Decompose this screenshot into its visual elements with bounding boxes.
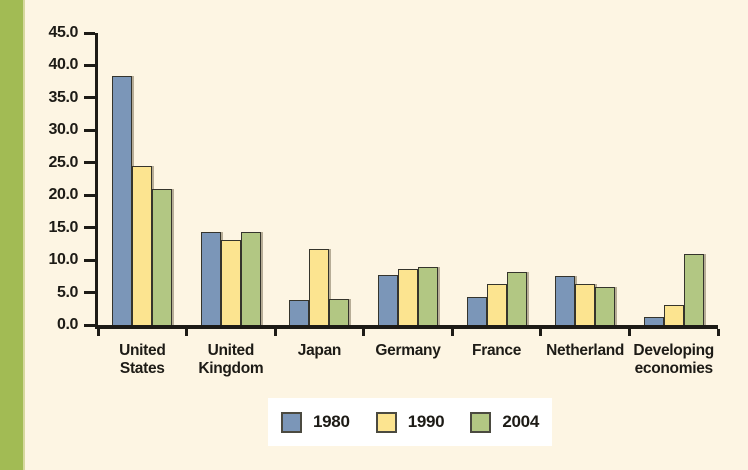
y-axis-tick [84,96,95,100]
x-label-united-kingdom: United Kingdom [198,342,264,377]
legend-swatch-1980 [281,411,302,433]
y-axis-tick-label: 15.0 [48,218,78,236]
legend-label-2004: 2004 [502,412,539,431]
y-axis-tick [84,226,95,230]
x-axis-tick [185,329,189,336]
x-label-developing-economies: Developing economies [633,342,714,377]
x-axis-labels: United States United Kingdom Japan Germany F… [95,342,718,386]
bar-group-france [452,33,541,325]
bar-2004-united-kingdom [240,231,261,325]
bar-2004-united-states [152,188,173,325]
bar-2004-japan [329,299,350,325]
y-axis-tick-label: 40.0 [48,56,78,74]
legend-label-1990: 1990 [407,412,445,431]
bar-1990-france [486,284,507,325]
x-label-germany: Germany [375,342,441,359]
y-axis-tick-label: 5.0 [56,283,78,301]
legend-swatch-2004 [470,411,492,433]
y-axis-tick [84,31,95,35]
x-axis-tick [627,329,631,336]
y-axis-tick-label: 20.0 [48,186,78,204]
bar-1980-united-kingdom [200,232,221,325]
bar-2004-france [506,271,527,325]
bar-1980-japan [289,300,310,325]
x-axis-tick [362,329,366,336]
x-label-france: France [472,342,522,359]
bar-2004-netherland [595,286,616,325]
legend-swatch-1990 [375,411,397,433]
y-axis-tick [84,258,95,262]
y-axis-tick-label: 10.0 [48,251,78,269]
bar-1990-united-kingdom [220,240,241,325]
bar-1980-united-states [112,76,133,325]
bar-group-germany [364,33,453,325]
bar-1980-netherland [555,275,576,325]
y-axis-tick-label: 0.0 [56,316,78,333]
y-axis-tick-label: 25.0 [48,153,78,171]
left-accent-stripe [0,0,25,470]
legend-label-1980: 1980 [313,412,350,431]
y-axis-tick-label: 30.0 [48,121,78,139]
bar-group-united-states [98,33,187,325]
y-axis-tick [84,193,95,197]
chart-legend: 1980 1990 2004 [268,398,552,446]
legend-item-2004: 2004 [470,411,539,433]
bar-group-japan [275,33,364,325]
x-axis-tick [273,329,277,336]
bar-2004-developing-economies [683,253,704,325]
y-axis-tick [84,128,95,132]
bar-group-united-kingdom [187,33,276,325]
bar-2004-germany [417,266,438,325]
bar-1980-germany [377,275,398,325]
bar-group-developing-economies [629,33,718,325]
bar-1990-japan [309,249,330,325]
bar-1990-netherland [575,284,596,325]
bar-1980-developing-economies [643,317,664,325]
x-axis-tick [539,329,543,336]
y-axis-tick [84,161,95,165]
bar-1980-france [466,297,487,325]
y-axis-tick [84,291,95,295]
legend-item-1980: 1980 [281,411,350,433]
x-label-united-states: United States [119,342,166,377]
y-axis-tick-label: 45.0 [48,24,78,41]
x-label-netherland: Netherland [546,342,625,359]
bar-1990-developing-economies [663,304,684,325]
x-label-japan: Japan [297,342,342,359]
bar-1990-united-states [132,166,153,325]
y-axis-tick [84,63,95,67]
x-axis-tick [450,329,454,336]
y-axis-tick-label: 35.0 [48,88,78,106]
bar-group-netherland [541,33,630,325]
x-axis-tick [716,329,720,336]
x-axis-tick [96,329,100,336]
plot-area: 45.0 40.0 35.0 30.0 25.0 20.0 15.0 10.0 5.0 0.0 [48,24,720,336]
legend-item-1990: 1990 [375,411,445,433]
y-axis-tick [84,323,95,327]
bar-1990-germany [397,268,418,325]
